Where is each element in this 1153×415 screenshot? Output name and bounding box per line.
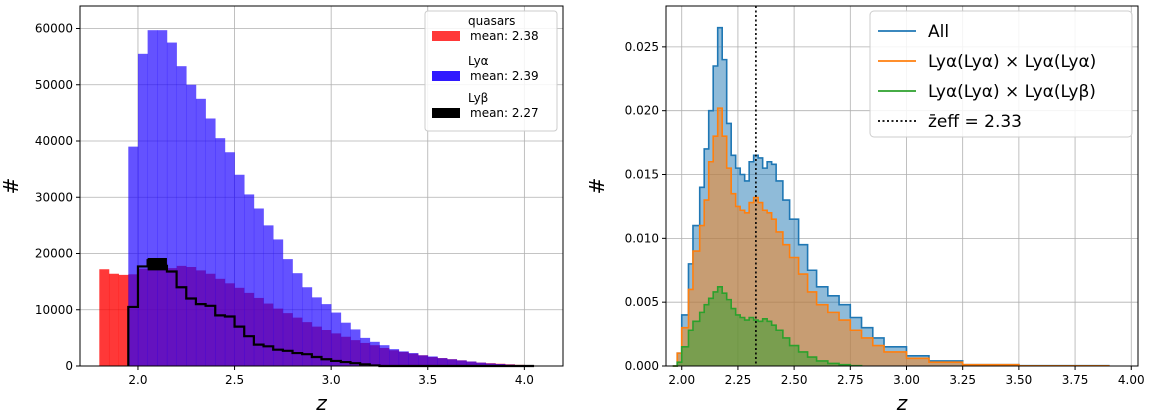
right-distribution-chart: 2.00 2.25 2.50 2.75 3.00 3.25 3.50 3.75 4.00 0.00… [585, 5, 1145, 415]
lya-bar [350, 329, 361, 366]
plot-frame [79, 5, 564, 367]
lya-bar [340, 322, 351, 366]
plot-frame [665, 5, 1139, 367]
x-tick-label: 4.00 [1118, 373, 1145, 387]
lya-bar [447, 359, 458, 366]
lya-bar [128, 146, 139, 366]
x-tick-label: 4.0 [515, 373, 534, 387]
lya-bar [282, 259, 293, 366]
lya-bar [476, 362, 487, 366]
legend-label: Lyβ [468, 91, 488, 105]
x-axis-label: z [315, 391, 327, 415]
x-tick-label: 3.5 [418, 373, 437, 387]
lya-bar [234, 174, 245, 366]
quasars-bar [99, 269, 110, 366]
legend-label: Lyα [468, 54, 489, 68]
lya-bar [311, 297, 322, 366]
series-fill [672, 286, 862, 366]
x-tick-label: 3.25 [949, 373, 976, 387]
legend-label: All [928, 22, 949, 42]
x-axis-label: z [896, 391, 908, 415]
y-tick-label: 40000 [35, 134, 73, 148]
lya-bar [186, 84, 197, 366]
lya-bar [302, 287, 313, 366]
lya-bar [292, 273, 303, 366]
left-histogram-chart: 2.0 2.5 3.0 3.5 4.0 0 10000 20000 30000 40000 5000… [0, 5, 564, 415]
y-tick-label: 0 [65, 359, 73, 373]
quasars-bar [108, 273, 119, 366]
series-line [672, 286, 863, 367]
lya-bar [466, 361, 477, 366]
y-axis-label: # [585, 178, 609, 195]
legend-label: Lyα(Lyα) × Lyα(Lyβ) [928, 82, 1096, 102]
x-tick-label: 3.0 [322, 373, 341, 387]
x-tick-label: 2.5 [225, 373, 244, 387]
lya-bar [456, 360, 467, 366]
lya-bar [369, 341, 380, 366]
legend-label: z̄eff = 2.33 [928, 112, 1022, 132]
lya-bar [389, 349, 400, 366]
series-fill [672, 108, 1109, 367]
legend-mean: mean: 2.27 [470, 106, 539, 120]
lya-bar [408, 353, 419, 366]
x-tick-label: 3.75 [1062, 373, 1089, 387]
lya-bar [147, 30, 158, 366]
lya-bar [157, 30, 168, 366]
x-tick-label: 3.50 [1006, 373, 1033, 387]
quasars-bar [118, 274, 129, 366]
lya-bar [195, 98, 206, 366]
y-tick-label: 30000 [35, 190, 73, 204]
x-tick-label: 2.0 [128, 373, 147, 387]
lya-bar [427, 356, 438, 366]
lya-bar [321, 304, 332, 366]
x-tick-label: 2.25 [725, 373, 752, 387]
legend-label: Lyα(Lyα) × Lyα(Lyα) [928, 52, 1096, 72]
y-tick-label: 10000 [35, 303, 73, 317]
lya-bar [273, 239, 284, 366]
lya-bar [137, 53, 148, 366]
lya-bar [244, 194, 255, 366]
lya-bar [215, 138, 226, 366]
lya-bar [263, 225, 274, 366]
lya-bar [176, 66, 187, 366]
lya-bar [418, 355, 429, 366]
legend-swatch [432, 31, 460, 41]
y-axis-label: # [0, 178, 23, 195]
y-tick-label: 0.015 [625, 168, 659, 182]
lyb-peak-mark [147, 258, 167, 271]
y-tick-label: 0.005 [625, 295, 659, 309]
x-tick-label: 2.00 [668, 373, 695, 387]
x-tick-label: 3.00 [893, 373, 920, 387]
lya-bar [437, 358, 448, 366]
y-tick-label: 50000 [35, 78, 73, 92]
lya-bar [166, 42, 177, 366]
lya-bar [331, 312, 342, 366]
legend-swatch [432, 71, 460, 81]
series-line [672, 26, 1110, 367]
y-tick-label: 0.010 [625, 231, 659, 245]
lya-bar [398, 351, 409, 366]
lya-bar [253, 208, 264, 366]
lya-bar [485, 363, 496, 366]
y-tick-label: 0.025 [625, 40, 659, 54]
legend-mean: mean: 2.38 [470, 29, 539, 43]
x-tick-label: 2.75 [837, 373, 864, 387]
y-tick-label: 0.000 [625, 359, 659, 373]
lya-bar [379, 345, 390, 366]
lya-bar [224, 152, 235, 366]
y-tick-label: 60000 [35, 22, 73, 36]
legend-mean: mean: 2.39 [470, 69, 539, 83]
series-line [672, 107, 1110, 367]
y-tick-label: 20000 [35, 247, 73, 261]
y-tick-label: 0.020 [625, 104, 659, 118]
legend-box [869, 10, 1133, 138]
legend-label: quasars [468, 14, 515, 28]
x-tick-label: 2.50 [781, 373, 808, 387]
legend-swatch [432, 108, 460, 118]
lya-bar [205, 118, 216, 366]
lya-bar [360, 337, 371, 366]
